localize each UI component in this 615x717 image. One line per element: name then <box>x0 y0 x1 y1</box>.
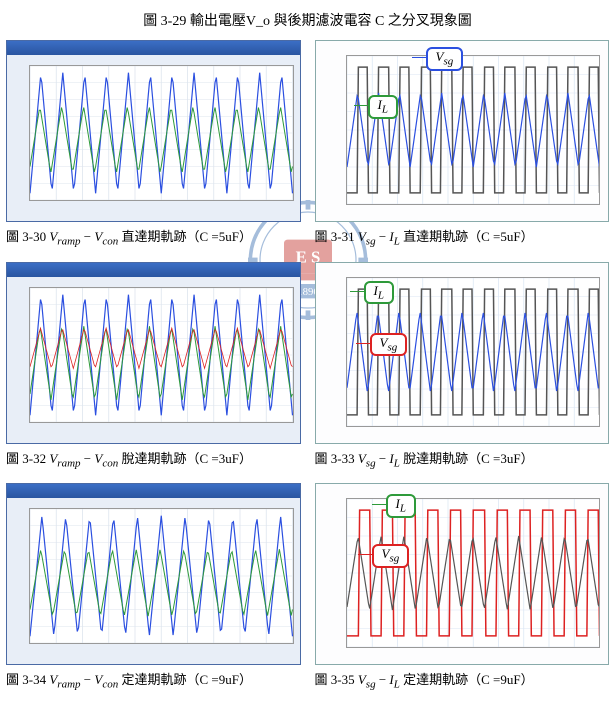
window-titlebar <box>7 41 300 55</box>
plot-area <box>29 287 294 423</box>
window-titlebar <box>7 484 300 498</box>
figure-panel: 圖 3-32 Vramp − Vcon 脫達期軌跡（C =3uF） <box>6 262 301 480</box>
plot-area <box>346 55 601 205</box>
waveform-label-badge: IL <box>364 281 394 305</box>
figure-panel: Vsg IL 圖 3-31 Vsg − IL 直達期軌跡（C =5uF） <box>315 40 610 258</box>
plot-area <box>346 498 601 648</box>
simulation-window <box>6 483 301 665</box>
simulation-window <box>6 262 301 444</box>
figure-title: 圖 3-29 輸出電壓V_o 與後期濾波電容 C 之分叉現象圖 <box>6 10 609 30</box>
plot-area <box>29 65 294 201</box>
figure-panel: 圖 3-30 Vramp − Vcon 直達期軌跡（C =5uF） <box>6 40 301 258</box>
figure-panel: 圖 3-34 Vramp − Vcon 定達期軌跡（C =9uF） <box>6 483 301 701</box>
figure-caption: 圖 3-32 Vramp − Vcon 脫達期軌跡（C =3uF） <box>6 448 301 470</box>
figure-caption: 圖 3-30 Vramp − Vcon 直達期軌跡（C =5uF） <box>6 226 301 248</box>
plot-area <box>29 508 294 644</box>
waveform-label-badge: Vsg <box>370 333 408 357</box>
figure-caption: 圖 3-34 Vramp − Vcon 定達期軌跡（C =9uF） <box>6 669 301 691</box>
badge-callout <box>412 57 428 58</box>
waveform-label-badge: Vsg <box>372 544 410 568</box>
simulation-window: IL Vsg <box>315 483 610 665</box>
simulation-window <box>6 40 301 222</box>
figure-panel: IL Vsg 圖 3-33 Vsg − IL 脫達期軌跡（C =3uF） <box>315 262 610 480</box>
waveform-label-badge: IL <box>386 494 416 518</box>
badge-callout <box>356 343 372 344</box>
figure-caption: 圖 3-33 Vsg − IL 脫達期軌跡（C =3uF） <box>315 448 610 470</box>
badge-callout <box>358 554 374 555</box>
waveform-label-badge: Vsg <box>426 47 464 71</box>
figure-panel: IL Vsg 圖 3-35 Vsg − IL 定達期軌跡（C =9uF） <box>315 483 610 701</box>
window-titlebar <box>7 263 300 277</box>
figure-caption: 圖 3-35 Vsg − IL 定達期軌跡（C =9uF） <box>315 669 610 691</box>
waveform-label-badge: IL <box>368 95 398 119</box>
simulation-window: Vsg IL <box>315 40 610 222</box>
badge-callout <box>350 291 366 292</box>
figure-caption: 圖 3-31 Vsg − IL 直達期軌跡（C =5uF） <box>315 226 610 248</box>
badge-callout <box>354 105 370 106</box>
badge-callout <box>372 504 388 505</box>
simulation-window: IL Vsg <box>315 262 610 444</box>
